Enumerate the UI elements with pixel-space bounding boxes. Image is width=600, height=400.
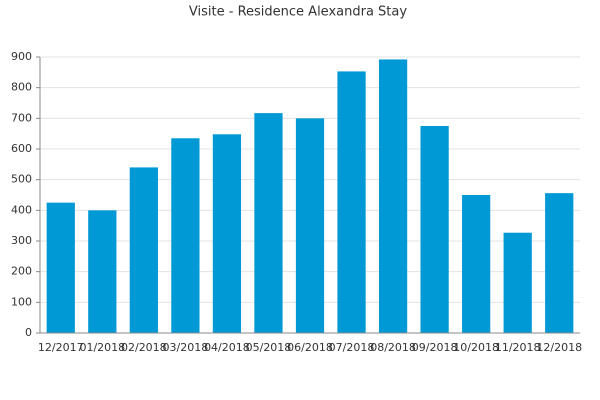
bar [212, 134, 242, 333]
x-tick-label: 01/2018 [79, 341, 125, 354]
bar [503, 232, 532, 333]
x-tick-label: 02/2018 [121, 341, 167, 354]
x-tick-label: 12/2018 [536, 341, 582, 354]
y-tick-label: 400 [11, 203, 32, 216]
bar [545, 193, 574, 333]
x-tick-label: 10/2018 [453, 341, 499, 354]
bar [420, 126, 449, 333]
y-tick-label: 500 [11, 173, 32, 186]
bar [46, 202, 75, 333]
x-tick-label: 09/2018 [412, 341, 458, 354]
bar [295, 118, 325, 333]
y-tick-label: 600 [11, 142, 32, 155]
bar [337, 71, 366, 333]
y-tick-label: 0 [25, 326, 32, 339]
x-tick-label: 05/2018 [246, 341, 292, 354]
x-tick-label: 11/2018 [495, 341, 541, 354]
y-tick-label: 900 [11, 50, 32, 63]
x-tick-label: 08/2018 [370, 341, 416, 354]
x-tick-label: 04/2018 [204, 341, 250, 354]
chart-title: Visite - Residence Alexandra Stay [189, 5, 407, 20]
y-tick-label: 300 [11, 234, 32, 247]
bar [254, 113, 283, 334]
x-tick-label: 07/2018 [329, 341, 375, 354]
y-tick-label: 200 [11, 265, 32, 278]
y-tick-label: 100 [11, 295, 32, 308]
bar [129, 167, 158, 333]
bar [378, 59, 408, 333]
y-tick-label: 800 [11, 81, 32, 94]
y-tick-label: 700 [11, 111, 32, 124]
x-tick-label: 03/2018 [163, 341, 209, 354]
bar [88, 210, 117, 333]
x-tick-label: 06/2018 [287, 341, 333, 354]
bar [462, 195, 491, 333]
x-tick-label: 12/2017 [38, 341, 84, 354]
bar [171, 138, 200, 333]
